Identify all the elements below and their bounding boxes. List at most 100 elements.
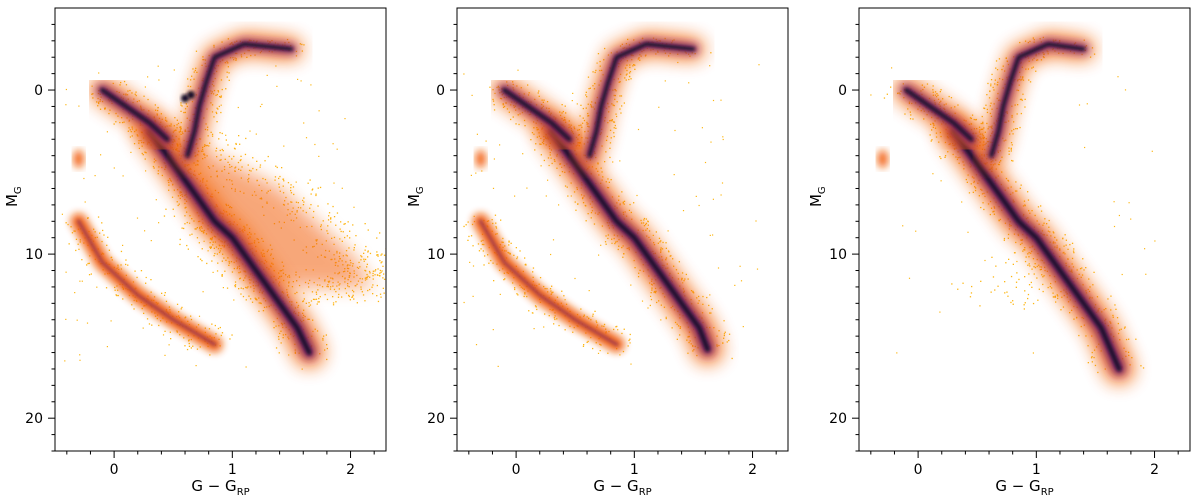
data-point: [1049, 285, 1051, 288]
data-point: [308, 302, 310, 304]
data-point: [634, 267, 636, 269]
data-point: [1010, 301, 1012, 304]
data-point: [610, 119, 612, 122]
data-point: [362, 294, 365, 296]
data-point: [220, 248, 222, 250]
data-point: [477, 243, 480, 245]
data-point: [546, 288, 548, 290]
data-point: [196, 227, 198, 229]
data-point: [153, 296, 156, 298]
data-point: [326, 344, 328, 346]
data-point: [199, 346, 201, 348]
data-point: [317, 289, 319, 291]
data-point: [962, 282, 964, 284]
data-point: [372, 278, 374, 280]
data-point: [120, 250, 123, 253]
data-point: [379, 269, 381, 272]
data-point: [1008, 150, 1010, 152]
data-point: [234, 281, 237, 283]
data-point: [1006, 291, 1008, 293]
data-point: [102, 229, 104, 232]
data-point: [186, 211, 188, 213]
data-point: [179, 238, 181, 241]
data-point: [326, 298, 329, 301]
data-point: [247, 164, 249, 166]
data-point: [391, 280, 392, 281]
data-point: [1057, 297, 1059, 300]
data-point: [950, 97, 953, 99]
data-point: [492, 262, 494, 264]
data-point: [115, 121, 117, 123]
data-point: [120, 264, 122, 266]
data-point: [380, 254, 382, 256]
data-point: [303, 44, 305, 46]
data-point: [240, 155, 242, 157]
data-point: [552, 291, 554, 293]
data-point: [113, 167, 115, 169]
data-point: [219, 132, 221, 134]
data-point: [148, 323, 151, 325]
data-point: [338, 293, 340, 296]
data-point: [704, 161, 707, 164]
data-point: [934, 127, 937, 129]
data-point: [664, 80, 666, 82]
data-point: [101, 222, 103, 224]
data-point: [912, 118, 914, 120]
data-point: [551, 285, 553, 287]
data-point: [1015, 241, 1017, 244]
data-point: [146, 318, 149, 320]
data-point: [64, 360, 66, 362]
data-point: [980, 206, 982, 209]
data-point: [278, 186, 280, 188]
data-point: [211, 104, 214, 106]
data-point: [1031, 286, 1033, 288]
data-point: [1022, 79, 1025, 81]
data-point: [221, 41, 223, 43]
data-point: [374, 270, 376, 272]
data-point: [621, 332, 623, 335]
data-point: [78, 105, 80, 107]
data-point: [363, 258, 365, 260]
data-point: [679, 326, 682, 328]
data-point: [637, 276, 640, 278]
data-point: [559, 174, 561, 177]
data-point: [532, 271, 534, 273]
data-point: [316, 330, 319, 332]
data-point: [377, 274, 379, 276]
data-point: [534, 305, 537, 307]
data-point: [709, 234, 711, 236]
data-point: [492, 187, 495, 189]
data-point: [532, 312, 534, 314]
data-point: [630, 284, 632, 286]
data-point: [380, 262, 382, 264]
data-point: [572, 331, 574, 333]
data-point: [619, 354, 621, 356]
data-point: [645, 222, 648, 224]
data-point: [688, 82, 690, 84]
data-point: [957, 288, 959, 290]
data-point: [1013, 128, 1015, 131]
data-point: [216, 93, 218, 96]
data-point: [71, 232, 74, 234]
data-point: [508, 241, 510, 243]
data-point: [127, 264, 129, 266]
data-point: [176, 124, 178, 126]
data-point: [191, 218, 193, 220]
data-point: [239, 143, 241, 145]
data-point: [1032, 37, 1034, 39]
data-point: [636, 194, 638, 197]
data-point: [158, 79, 160, 81]
data-point: [303, 122, 305, 124]
data-point: [176, 127, 178, 129]
data-point: [319, 296, 321, 298]
data-point: [380, 296, 382, 298]
data-point: [515, 247, 517, 249]
data-point: [991, 108, 993, 110]
data-point: [970, 292, 973, 294]
data-point: [134, 93, 136, 95]
data-point: [157, 109, 159, 112]
data-point: [1015, 281, 1018, 283]
data-point: [1013, 121, 1015, 123]
data-point: [239, 277, 242, 279]
